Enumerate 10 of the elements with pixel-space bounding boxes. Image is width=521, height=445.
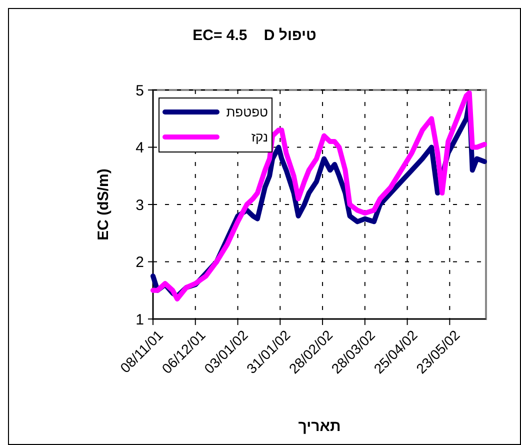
series-label: נקז: [251, 130, 268, 145]
x-axis-title: תאריך: [298, 418, 341, 435]
y-tick-label: 3: [136, 196, 144, 214]
y-axis-title: EC (dS/m): [95, 168, 112, 240]
y-tick-label: 5: [136, 82, 144, 100]
legend-label: טפטפת: [226, 104, 268, 120]
y-tick-label: 1: [136, 311, 144, 328]
y-tick-label: 4: [136, 140, 144, 156]
y-tick-label: 2: [136, 254, 144, 271]
chart-title: EC= 4.5 D טיפול: [192, 27, 316, 44]
